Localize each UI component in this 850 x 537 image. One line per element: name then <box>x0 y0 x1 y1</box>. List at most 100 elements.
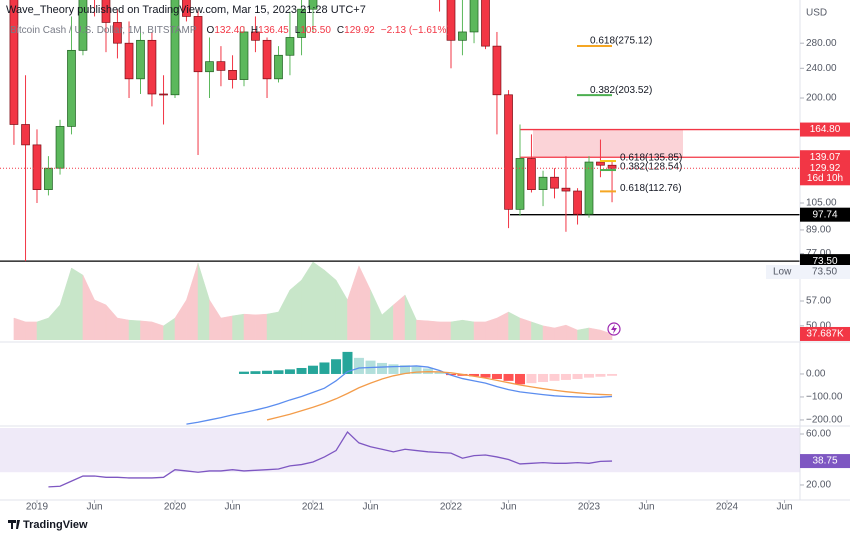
y-tick-label: 50.00 <box>806 320 831 331</box>
level-badge-bg <box>800 122 850 137</box>
candle-body <box>573 190 582 215</box>
low-tag: Low <box>773 267 792 278</box>
y-tick-label: 280.00 <box>806 38 837 49</box>
y-tick-label: 0.00 <box>806 369 826 380</box>
candle-body <box>538 176 548 190</box>
macd-bar <box>491 373 502 380</box>
brand: TradingView <box>8 519 88 531</box>
ohlc-key: O <box>207 25 215 36</box>
ohlc-key: H <box>251 25 258 36</box>
volume-area <box>278 289 291 340</box>
macd-bar <box>526 373 537 384</box>
macd-bar <box>434 371 445 374</box>
macd-bar <box>284 369 295 374</box>
volume-area <box>358 265 371 340</box>
symbol-name: Bitcoin Cash / U.S. Dollar, 1M, BITSTAMP <box>10 25 197 36</box>
volume-area <box>232 313 245 340</box>
candle-body <box>596 161 605 166</box>
fib-label: 0.618(275.12) <box>590 36 652 47</box>
price-pane: 0.618(275.12)0.382(203.52)0.618(135.85)0… <box>0 0 800 262</box>
macd-bar <box>331 359 342 374</box>
volume-area <box>370 289 383 340</box>
candle-body <box>32 144 42 190</box>
candle-body <box>469 0 479 33</box>
volume-area <box>347 265 360 340</box>
volume-area <box>117 317 130 340</box>
candle-body <box>561 187 571 192</box>
macd-bar <box>480 373 491 378</box>
macd-bar <box>319 362 330 374</box>
macd-bar <box>514 373 525 385</box>
candle-body <box>159 93 168 96</box>
volume-area <box>404 294 417 340</box>
x-tick-label: Jun <box>224 502 240 513</box>
candle-body <box>67 49 76 127</box>
y-tick-label: 240.00 <box>806 63 837 74</box>
fib-label: 0.618(135.85) <box>620 153 682 164</box>
candle-body <box>182 0 191 17</box>
candle-body <box>458 31 467 41</box>
ohlc-value: 132.40 <box>214 25 245 36</box>
x-tick-label: Jun <box>86 502 102 513</box>
fib-label: 0.382(128.54) <box>620 162 682 173</box>
candle-body <box>136 39 145 80</box>
volume-area <box>335 279 348 340</box>
macd-bar <box>560 373 571 380</box>
currency: USD <box>806 8 827 19</box>
volume-area <box>519 317 532 340</box>
x-tick-label: 2022 <box>440 502 463 513</box>
macd-bar <box>296 367 307 374</box>
x-tick-label: 2020 <box>164 502 187 513</box>
low-value: 73.50 <box>812 267 837 278</box>
candle-body <box>274 54 283 80</box>
macd-bar <box>262 370 273 374</box>
macd-bar <box>469 373 480 377</box>
volume-area <box>439 321 452 340</box>
macd-bar <box>572 373 583 380</box>
y-tick-label: 60.00 <box>806 429 831 440</box>
volume-area <box>381 304 394 340</box>
volume-area <box>48 304 61 340</box>
volume-area <box>565 324 578 340</box>
brand-logo <box>8 520 20 529</box>
volume-area <box>312 262 325 340</box>
y-tick-label: 20.00 <box>806 480 831 491</box>
volume-area <box>186 262 199 340</box>
level-badge: 164.80 <box>810 124 841 135</box>
volume-area <box>71 267 84 340</box>
volume-area <box>128 319 141 340</box>
volume-area <box>462 319 475 340</box>
last-price: 129.92 <box>810 163 841 174</box>
symbol-legend: Bitcoin Cash / U.S. Dollar, 1M, BITSTAMP… <box>10 25 450 36</box>
ohlc-key: C <box>337 25 344 36</box>
macd-bar <box>607 373 618 376</box>
macd-bar <box>583 373 594 378</box>
candle-body <box>504 94 513 210</box>
event-icon-bolt <box>611 324 617 334</box>
macd-bar <box>307 365 318 374</box>
candle-body <box>78 0 88 51</box>
candle-body <box>251 31 260 41</box>
x-tick-label: Jun <box>776 502 792 513</box>
macd-bar <box>376 362 387 374</box>
candle-body <box>124 42 134 80</box>
rsi-badge-bg <box>800 454 850 469</box>
y-tick-label: 77.00 <box>806 248 831 259</box>
publisher: Wave_Theory published on TradingView.com… <box>6 4 366 16</box>
candle-body <box>527 158 536 190</box>
zone <box>533 129 683 158</box>
volume-area <box>25 321 38 340</box>
macd-bar <box>549 373 560 381</box>
candle-body <box>308 0 318 10</box>
volume-area <box>416 319 429 340</box>
y-tick-label: 89.00 <box>806 225 831 236</box>
candle-body <box>228 70 237 80</box>
volume-area <box>266 311 279 340</box>
brand-name: TradingView <box>23 519 88 531</box>
y-tick-label: −100.00 <box>806 392 843 403</box>
macd-line <box>186 365 613 425</box>
volume-area <box>289 279 302 340</box>
volume-area <box>393 294 406 340</box>
